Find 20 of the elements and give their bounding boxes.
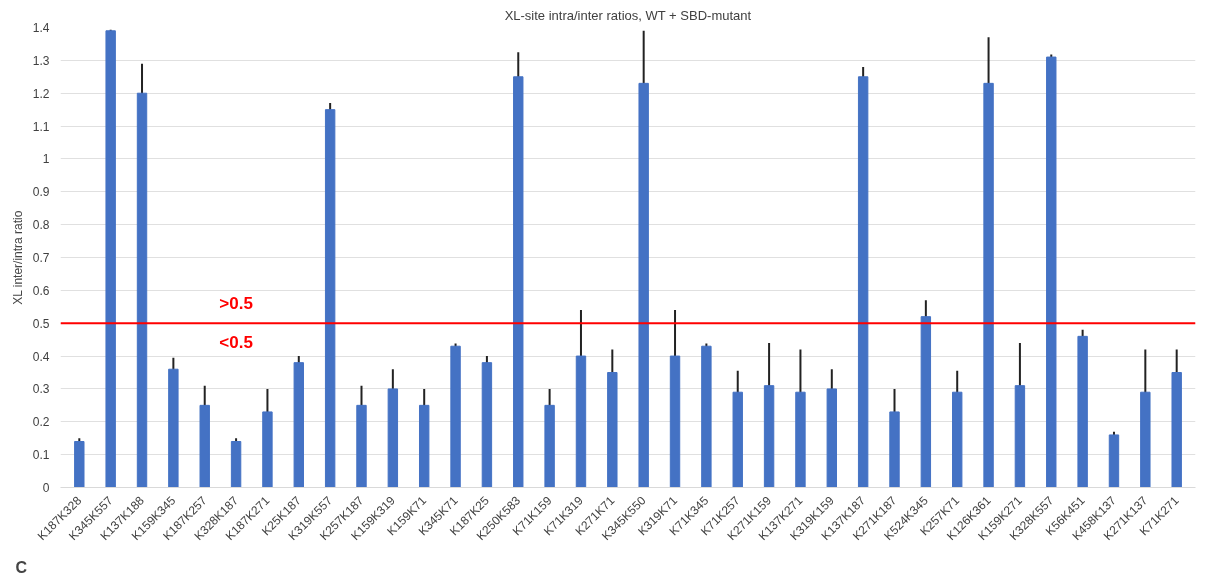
- text: C: [15, 558, 28, 576]
- y-tick-label: 0.7: [32, 251, 50, 265]
- y-tick-label: 0.2: [32, 415, 50, 430]
- y-tick-label: 0.5: [32, 316, 50, 331]
- y-tick-label: 1.2: [32, 86, 50, 101]
- y-tick-label: 0.6: [32, 283, 50, 298]
- y-tick-label: 1.3: [32, 53, 50, 68]
- y-tick-label: 1.4: [32, 21, 50, 35]
- y-tick-label: 0.9: [32, 185, 50, 200]
- y-tick-label: 0: [42, 481, 50, 495]
- annotation: >0.5: [219, 294, 253, 313]
- y-tick-label: 1.1: [32, 119, 50, 134]
- y-tick-label: 0.8: [32, 218, 50, 233]
- y-tick-label: 0.3: [32, 382, 50, 397]
- annotation: <0.5: [219, 333, 253, 353]
- y-tick-label: 1: [42, 152, 50, 167]
- y-axis-title: XL inter/intra ratio: [10, 210, 25, 305]
- chart-title: XL-site intra/inter ratios, WT + SBD-mutant: [504, 7, 752, 23]
- y-tick-label: 0.4: [32, 349, 50, 364]
- y-tick-label: 0.1: [32, 448, 50, 463]
